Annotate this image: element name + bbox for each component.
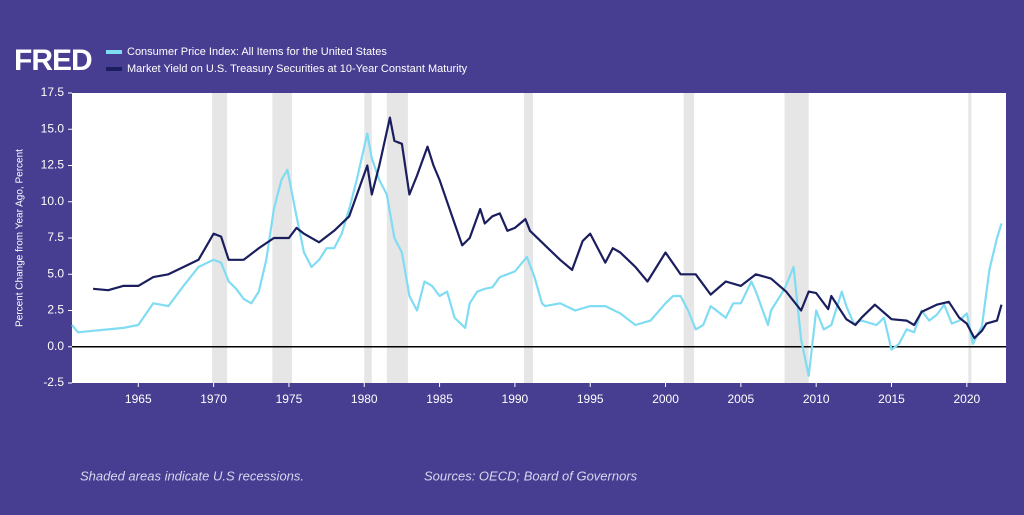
- x-tick-label: 1965: [125, 392, 152, 406]
- legend-label: Consumer Price Index: All Items for the …: [127, 46, 387, 58]
- y-tick-label: 12.5: [41, 158, 65, 172]
- recession-band: [968, 93, 972, 383]
- x-tick-label: 2020: [953, 392, 980, 406]
- x-tick-label: 2000: [652, 392, 679, 406]
- y-tick-label: 0.0: [47, 339, 64, 353]
- y-tick-label: 7.5: [47, 230, 64, 244]
- y-axis-label: Percent Change from Year Ago, Percent: [15, 149, 26, 327]
- x-tick-label: 2005: [728, 392, 755, 406]
- brand-logo: FRED: [14, 44, 92, 77]
- recession-band: [683, 93, 695, 383]
- x-tick-label: 1995: [577, 392, 604, 406]
- x-tick-label: 2010: [803, 392, 830, 406]
- recession-band: [212, 93, 228, 383]
- series-line: [92, 116, 1003, 340]
- recession-band: [386, 93, 408, 383]
- x-tick-label: 1985: [426, 392, 453, 406]
- x-tick-label: 1975: [276, 392, 303, 406]
- y-tick-label: 2.5: [47, 303, 64, 317]
- y-tick-label: -2.5: [43, 375, 64, 389]
- recession-band: [523, 93, 533, 383]
- y-tick-label: 17.5: [41, 85, 65, 99]
- source-note: Sources: OECD; Board of Governors: [424, 468, 638, 483]
- y-tick-label: 10.0: [41, 194, 65, 208]
- x-tick-label: 1980: [351, 392, 378, 406]
- x-tick-label: 2015: [878, 392, 905, 406]
- y-tick-label: 5.0: [47, 266, 64, 280]
- legend-label: Market Yield on U.S. Treasury Securities…: [127, 63, 468, 75]
- footnote: Shaded areas indicate U.S recessions.: [80, 468, 304, 483]
- x-tick-label: 1990: [502, 392, 529, 406]
- legend-swatch: [106, 67, 122, 71]
- recession-band: [784, 93, 809, 383]
- y-tick-label: 15.0: [41, 121, 65, 135]
- legend-swatch: [106, 50, 122, 54]
- x-tick-label: 1970: [200, 392, 227, 406]
- series-line: [71, 132, 1003, 377]
- recession-band: [364, 93, 372, 383]
